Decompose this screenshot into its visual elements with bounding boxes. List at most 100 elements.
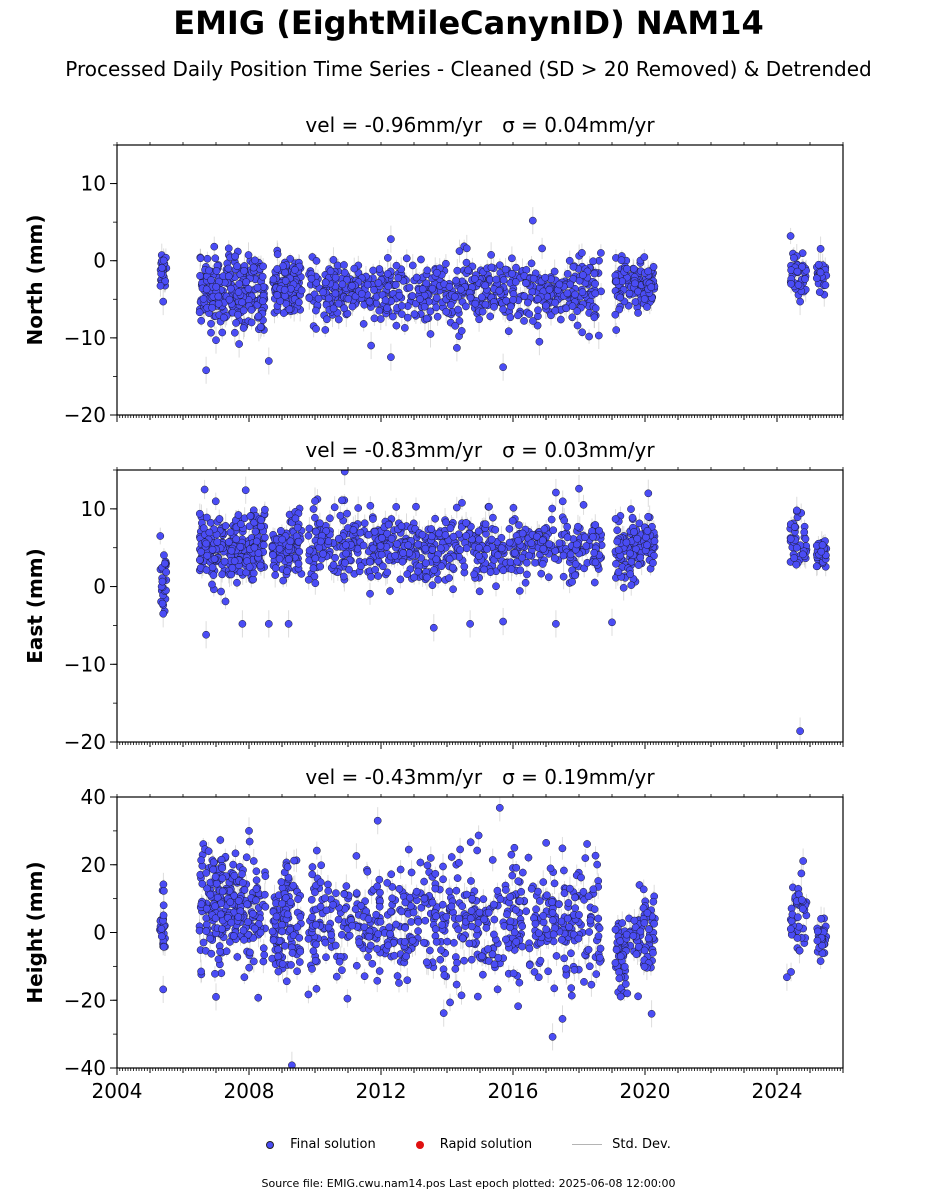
data-point — [254, 549, 263, 557]
data-point — [423, 266, 432, 275]
data-point — [195, 509, 204, 518]
data-point — [384, 520, 393, 529]
data-point — [211, 254, 220, 263]
data-point — [523, 570, 531, 579]
data-point — [814, 260, 823, 269]
data-point — [512, 263, 520, 272]
data-point — [518, 553, 526, 562]
data-point — [462, 544, 471, 553]
data-point — [271, 571, 280, 579]
data-point — [408, 292, 417, 300]
data-point — [456, 546, 465, 554]
data-point — [228, 564, 237, 572]
data-point — [342, 549, 350, 558]
data-point — [239, 306, 248, 315]
data-point — [527, 259, 536, 268]
data-point — [312, 325, 320, 333]
data-point — [442, 518, 450, 527]
data-point — [400, 324, 409, 332]
data-point — [533, 295, 542, 303]
data-point — [428, 581, 437, 590]
data-point — [232, 319, 240, 327]
data-point — [428, 284, 437, 293]
data-point — [492, 275, 501, 284]
data-point — [366, 501, 375, 510]
data-point — [378, 534, 386, 542]
data-point — [311, 554, 320, 563]
data-point — [801, 275, 809, 283]
chart-title: EMIG (EightMileCanynID) NAM14 — [173, 4, 764, 42]
data-point — [214, 292, 223, 301]
data-point — [261, 505, 269, 514]
data-point — [230, 328, 239, 337]
data-point — [518, 529, 527, 538]
data-point — [340, 304, 348, 313]
data-point — [590, 578, 599, 587]
data-point — [559, 551, 568, 560]
data-point — [311, 579, 320, 588]
data-point — [515, 521, 523, 529]
data-point — [547, 515, 556, 524]
data-point — [224, 538, 233, 546]
data-point — [220, 557, 229, 566]
data-point — [367, 572, 375, 581]
data-point — [412, 273, 421, 282]
data-point — [590, 269, 599, 278]
data-point — [256, 561, 265, 570]
data-point — [370, 286, 378, 294]
data-point — [321, 326, 330, 334]
data-point — [391, 551, 400, 560]
data-point — [161, 559, 169, 568]
data-point — [452, 276, 460, 285]
data-point — [544, 573, 553, 582]
data-point — [421, 544, 430, 553]
data-point — [516, 566, 525, 575]
data-point — [582, 542, 591, 550]
data-point — [387, 353, 395, 361]
data-point — [218, 570, 226, 579]
data-point — [398, 557, 407, 566]
panel-title: vel = -0.96mm/yr σ = 0.04mm/yr — [305, 113, 655, 137]
data-point — [794, 281, 803, 289]
data-point — [525, 551, 533, 560]
data-point — [227, 570, 236, 579]
data-point — [291, 266, 299, 274]
data-point — [499, 276, 508, 284]
y-tick-label: −20 — [64, 403, 106, 427]
data-point — [160, 551, 168, 560]
data-point — [324, 537, 333, 546]
data-point — [487, 535, 496, 544]
data-point — [480, 565, 489, 574]
data-point — [379, 562, 387, 571]
data-point — [427, 525, 436, 533]
data-point — [506, 558, 515, 567]
data-point — [391, 281, 400, 289]
data-point — [340, 268, 349, 277]
data-point — [435, 529, 443, 538]
data-point — [571, 571, 579, 580]
data-point — [538, 560, 547, 568]
panel-north: −20 −10 0 10 North (mm) vel = -0.96mm/yr σ = 0… — [23, 113, 844, 427]
data-point — [486, 312, 495, 321]
data-point — [251, 527, 260, 536]
data-point — [566, 550, 575, 559]
data-point — [341, 558, 349, 567]
data-point — [212, 267, 221, 275]
data-point — [511, 278, 520, 286]
data-point — [323, 315, 331, 324]
data-point — [339, 572, 348, 581]
data-point — [269, 275, 278, 284]
data-point — [478, 307, 487, 316]
data-point — [474, 527, 483, 536]
data-point — [316, 537, 325, 546]
data-point — [573, 307, 581, 316]
data-point — [585, 332, 593, 341]
data-point — [244, 285, 253, 293]
data-point — [418, 285, 427, 293]
data-point — [816, 268, 825, 277]
data-point — [319, 549, 327, 558]
data-point — [504, 327, 513, 336]
data-point — [433, 312, 442, 321]
data-point — [245, 563, 254, 571]
data-point — [383, 529, 392, 538]
